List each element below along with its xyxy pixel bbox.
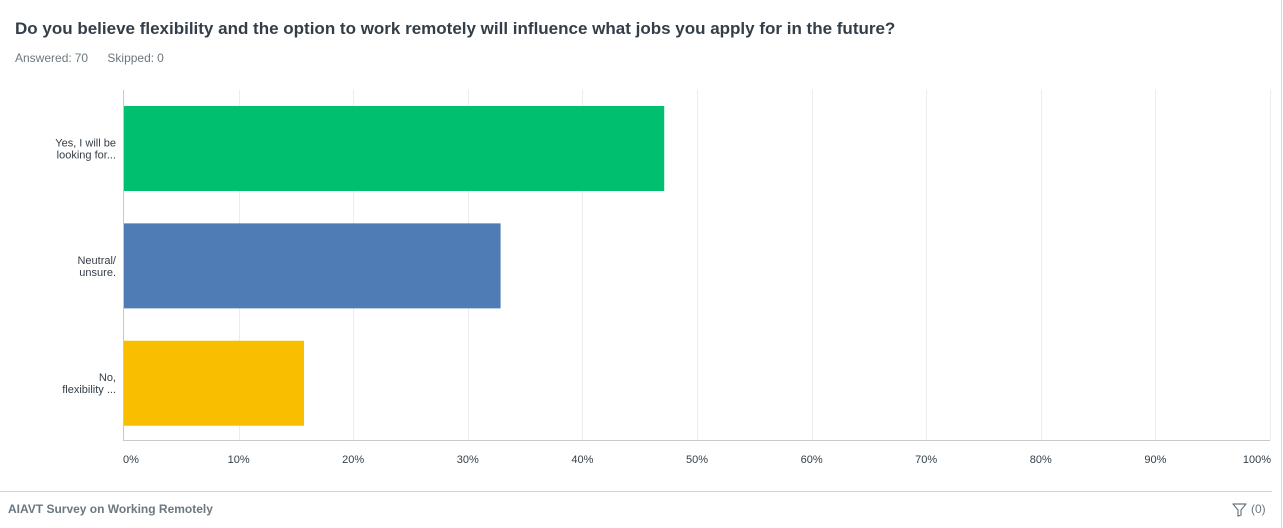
answered-count: 70 (74, 51, 89, 65)
bar (124, 340, 305, 426)
x-tick-label: 90% (1144, 454, 1166, 466)
filter-button[interactable]: (0) (1232, 500, 1266, 518)
category-label: No, (99, 372, 116, 384)
filter-count: (0) (1251, 502, 1266, 516)
response-stats: Answered: 70 Skipped: 0 (15, 51, 180, 65)
x-tick-label: 20% (342, 454, 364, 466)
x-tick-label: 60% (801, 454, 823, 466)
x-tick-label: 40% (571, 454, 593, 466)
answered-label: Answered: (15, 51, 72, 65)
panel-edge (1281, 0, 1282, 528)
x-tick-label: 70% (915, 454, 937, 466)
x-tick-label: 80% (1030, 454, 1052, 466)
bar (124, 223, 501, 309)
skipped-count: 0 (157, 51, 164, 65)
bar (124, 106, 665, 191)
category-label: unsure. (79, 267, 116, 279)
answered-stat: Answered: 70 (15, 51, 88, 65)
category-label: Yes, I will be (55, 138, 116, 150)
x-tick-label: 100% (1243, 454, 1271, 466)
skipped-stat: Skipped: 0 (107, 51, 163, 65)
footer-divider (0, 491, 1272, 492)
x-tick-label: 30% (457, 454, 479, 466)
question-title: Do you believe flexibility and the optio… (15, 19, 896, 38)
skipped-label: Skipped: (107, 51, 155, 65)
x-tick-label: 10% (228, 454, 250, 466)
x-tick-label: 0% (123, 454, 139, 466)
category-label: flexibility ... (62, 384, 116, 396)
filter-icon (1232, 502, 1247, 517)
category-label: Neutral/ (77, 255, 116, 267)
x-tick-label: 50% (686, 454, 708, 466)
category-label: looking for... (57, 150, 116, 162)
survey-title: AIAVT Survey on Working Remotely (8, 502, 213, 516)
